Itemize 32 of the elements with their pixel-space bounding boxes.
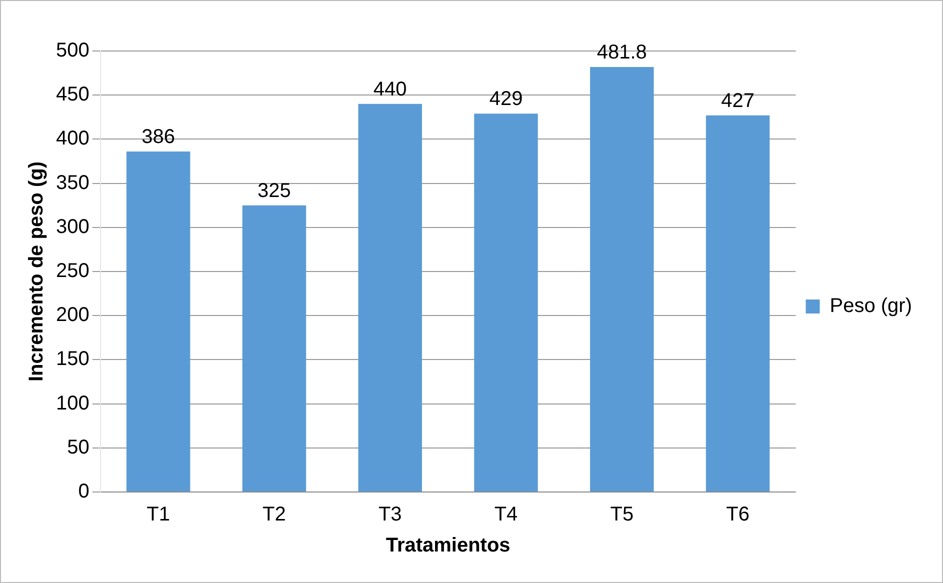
y-tick-label: 300 — [56, 216, 90, 238]
data-label: 427 — [721, 90, 754, 112]
y-tick-label: 400 — [56, 128, 90, 150]
y-tick-label: 150 — [56, 348, 90, 370]
x-tick-label: T6 — [726, 504, 750, 526]
y-tick-label: 350 — [56, 172, 90, 194]
bar — [590, 67, 654, 492]
y-tick-label: 100 — [56, 392, 90, 414]
bar — [474, 114, 538, 492]
data-label: 325 — [258, 180, 291, 202]
bar — [242, 205, 306, 492]
x-tick-label: T4 — [494, 504, 518, 526]
x-axis-title: Tratamientos — [386, 534, 510, 557]
data-label: 440 — [373, 78, 407, 100]
data-label: 481.8 — [596, 42, 647, 64]
y-tick-label: 450 — [56, 84, 90, 106]
y-tick-label: 50 — [67, 436, 90, 458]
y-tick-label: 250 — [56, 260, 90, 282]
legend-label: Peso (gr) — [830, 295, 912, 318]
x-tick-label: T5 — [610, 504, 634, 526]
data-label: 429 — [489, 88, 523, 110]
bar — [358, 104, 422, 492]
bar — [126, 152, 190, 492]
y-tick-label: 200 — [56, 304, 90, 326]
y-axis-title: Incremento de peso (g) — [26, 161, 48, 382]
x-tick-label: T1 — [146, 504, 170, 526]
x-tick-label: T3 — [378, 504, 402, 526]
y-tick-label: 0 — [78, 480, 90, 503]
x-tick-label: T2 — [262, 504, 286, 526]
bar — [706, 115, 770, 492]
y-tick-label: 500 — [56, 40, 90, 62]
data-label: 386 — [142, 126, 176, 148]
